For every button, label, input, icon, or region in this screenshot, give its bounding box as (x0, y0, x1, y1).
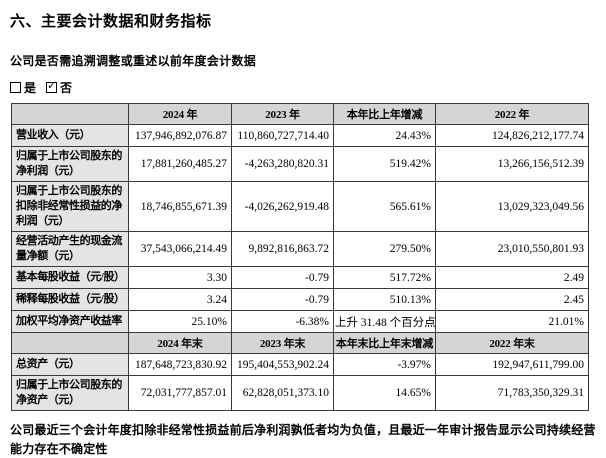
header-2024-end: 2024 年末 (128, 332, 232, 354)
row-label: 经营活动产生的现金流量净额（元） (11, 231, 129, 267)
cell-2023: -0.79 (231, 288, 334, 311)
cell-2023: 9,892,816,863.72 (231, 231, 334, 267)
yearend-header-row: 2024 年末 2023 年末 本年末比上年末增减 2022 年末 (11, 332, 589, 354)
cell-2024: 17,881,260,485.27 (128, 146, 232, 182)
financial-indicators-table: 2024 年 2023 年 本年比上年增减 2022 年 营业收入（元） 137… (11, 103, 589, 411)
header-change: 本年比上年增减 (333, 103, 436, 125)
checkbox-unchecked-icon (10, 82, 21, 93)
going-concern-footnote: 公司最近三个会计年度扣除非经常性损益前后净利润孰低者均为负值，且最近一年审计报告… (10, 423, 596, 456)
cell-2024: 25.10% (128, 310, 232, 333)
cell-change: -3.97% (333, 353, 436, 376)
row-label: 总资产（元） (11, 353, 129, 376)
cell-change: 519.42% (333, 146, 436, 182)
corner-cell (11, 103, 129, 125)
cell-2024: 18,746,855,671.39 (128, 181, 232, 232)
checkbox-no-label: 否 (60, 81, 73, 95)
cell-change: 24.43% (333, 124, 436, 147)
option-yes: 是 (10, 79, 36, 96)
annual-header-row: 2024 年 2023 年 本年比上年增减 2022 年 (11, 103, 589, 125)
header-2022: 2022 年 (435, 103, 589, 125)
cell-change: 565.61% (333, 181, 436, 232)
cell-2024: 3.24 (128, 288, 232, 311)
table-row-net-profit-excl-nonrecurring: 归属于上市公司股东的扣除非经常性损益的净利润（元） 18,746,855,671… (11, 181, 589, 232)
cell-2024: 72,031,777,857.01 (128, 375, 232, 411)
cell-2024: 37,543,066,214.49 (128, 231, 232, 267)
checkbox-checked-icon (46, 79, 58, 93)
row-label: 归属于上市公司股东的净利润（元） (11, 146, 129, 182)
header-2023: 2023 年 (231, 103, 334, 125)
row-label: 营业收入（元） (11, 124, 129, 147)
cell-2022: 2.49 (435, 266, 589, 289)
cell-change: 510.13% (333, 288, 436, 311)
cell-2023: 62,828,051,373.10 (231, 375, 334, 411)
cell-2022: 23,010,550,801.93 (435, 231, 589, 267)
row-label: 归属于上市公司股东的净资产（元） (11, 375, 129, 411)
table-row-revenue: 营业收入（元） 137,946,892,076.87 110,860,727,7… (11, 124, 589, 147)
table-row-net-profit: 归属于上市公司股东的净利润（元） 17,881,260,485.27 -4,26… (11, 146, 589, 182)
checkbox-yes-label: 是 (24, 81, 37, 95)
page-title: 六、主要会计数据和财务指标 (10, 14, 212, 30)
row-label: 加权平均净资产收益率 (11, 310, 129, 333)
cell-change: 上升 31.48 个百分点 (333, 310, 436, 333)
cell-change: 517.72% (333, 266, 436, 289)
cell-2022: 2.45 (435, 288, 589, 311)
cell-2023: -0.79 (231, 266, 334, 289)
cell-2023: -4,263,280,820.31 (231, 146, 334, 182)
cell-2024: 3.30 (128, 266, 232, 289)
cell-change: 279.50% (333, 231, 436, 267)
table-row-weighted-avg-roe: 加权平均净资产收益率 25.10% -6.38% 上升 31.48 个百分点 2… (11, 310, 589, 333)
cell-2024: 137,946,892,076.87 (128, 124, 232, 147)
cell-2022: 21.01% (435, 310, 589, 333)
cell-change: 14.65% (333, 375, 436, 411)
option-no: 否 (46, 79, 72, 96)
table-row-operating-cash-flow: 经营活动产生的现金流量净额（元） 37,543,066,214.49 9,892… (11, 231, 589, 267)
header-2022-end: 2022 年末 (435, 332, 589, 354)
table-row-basic-eps: 基本每股收益（元/股） 3.30 -0.79 517.72% 2.49 (11, 266, 589, 289)
cell-2022: 13,266,156,512.39 (435, 146, 589, 182)
row-label: 归属于上市公司股东的扣除非经常性损益的净利润（元） (11, 181, 129, 232)
header-2023-end: 2023 年末 (231, 332, 334, 354)
cell-2024: 187,648,723,830.92 (128, 353, 232, 376)
cell-2022: 192,947,611,799.00 (435, 353, 589, 376)
cell-2022: 13,029,323,049.56 (435, 181, 589, 232)
restate-checkbox-group: 是 否 (10, 79, 596, 96)
cell-2023: -6.38% (231, 310, 334, 333)
row-label: 基本每股收益（元/股） (11, 266, 129, 289)
row-label: 稀释每股收益（元/股） (11, 288, 129, 311)
table-row-total-assets: 总资产（元） 187,648,723,830.92 195,404,553,90… (11, 353, 589, 376)
cell-2023: 195,404,553,902.24 (231, 353, 334, 376)
header-2024: 2024 年 (128, 103, 232, 125)
cell-2023: 110,860,727,714.40 (231, 124, 334, 147)
table-row-diluted-eps: 稀释每股收益（元/股） 3.24 -0.79 510.13% 2.45 (11, 288, 589, 311)
restate-question: 公司是否需追溯调整或重述以前年度会计数据 (10, 54, 257, 68)
table-row-net-assets: 归属于上市公司股东的净资产（元） 72,031,777,857.01 62,82… (11, 375, 589, 411)
cell-2022: 71,783,350,329.31 (435, 375, 589, 411)
cell-2023: -4,026,262,919.48 (231, 181, 334, 232)
cell-2022: 124,826,212,177.74 (435, 124, 589, 147)
header-change-end: 本年末比上年末增减 (333, 332, 436, 354)
corner-cell (11, 332, 129, 354)
